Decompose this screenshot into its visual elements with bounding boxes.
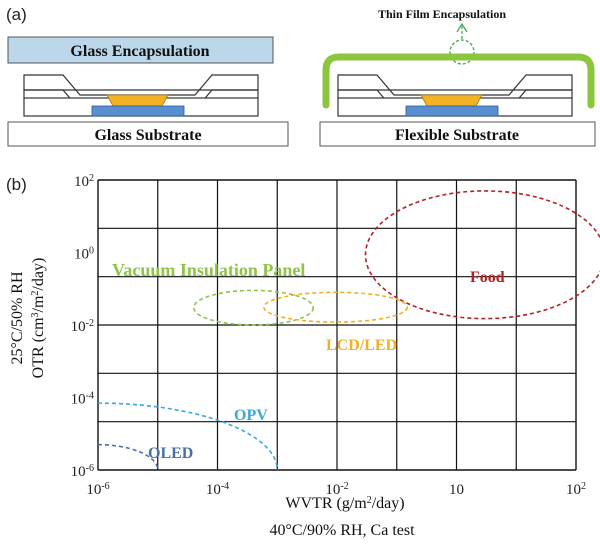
x-tick-label: 10-6 [86,481,109,499]
y-tick-label: 102 [74,173,94,191]
thin-film-encapsulation-layer [322,53,595,109]
upper-layer [23,74,259,96]
glass-encapsulation-label: Glass Encapsulation [70,43,209,60]
thin-film-encapsulation-label: Thin Film Encapsulation [378,7,506,21]
panel-b-label: (b) [6,175,27,194]
x-tick-label: 10-2 [325,481,348,499]
glass-encapsulation-layer [7,36,274,64]
x-tick-label: 10-4 [206,481,229,499]
active-layer-2 [420,94,483,107]
chart-grid [97,179,577,471]
panel-a-label: (a) [6,5,27,24]
x-tick-labels: 10-6 10-4 10-2 10 102 [86,481,586,499]
y-tick-labels: 102 100 10-2 10-4 10-6 [71,173,94,481]
glass-substrate-label: Glass Substrate [94,127,201,144]
panel-a: (a) Glass Encapsulation Glass Substrate … [6,5,596,147]
active-layer [106,94,169,107]
glass-substrate-layer [7,121,289,147]
lcd-led-region [263,291,409,323]
y-tick-label: 100 [74,245,94,263]
upper-layer-2 [337,74,573,96]
electrode-layer-2 [405,105,499,117]
vip-region [192,289,315,326]
x-axis-sublabel: 40°C/90% RH, Ca test [269,522,415,539]
vip-label: Vacuum Insulation Panel [112,260,305,280]
x-axis-label: WVTR (g/m2/day) [285,495,404,513]
opv-region [97,402,279,471]
flexible-device-diagram: Thin Film Encapsulation Flexible Substra… [319,7,596,147]
panel-b: (b) Vacuum Insulation Panel Food LCD/LED OP… [6,173,600,539]
opv-label: OPV [234,407,268,424]
callout-arrow-icon [456,22,468,33]
y-axis-sublabel: 25°C/50% RH [9,271,26,365]
oled-region [97,443,159,471]
y-axis-label: OTR (cm3/m2/day) [30,258,48,379]
flexible-substrate-label: Flexible Substrate [395,127,519,144]
glass-device-diagram: Glass Encapsulation Glass Substrate [7,36,289,147]
lcd-led-label: LCD/LED [326,337,397,354]
food-region [364,190,600,320]
x-tick-label: 102 [566,481,586,499]
food-label: Food [470,269,505,286]
callout-circle [449,39,475,65]
flexible-substrate-layer [319,121,596,147]
chart-regions: Vacuum Insulation Panel Food LCD/LED OPV OLE… [97,190,600,471]
oled-label: OLED [148,445,193,462]
x-tick-label: 10 [449,482,464,498]
y-tick-label: 10-2 [71,318,94,336]
electrode-layer [91,105,185,117]
y-tick-label: 10-4 [71,390,94,408]
y-tick-label: 10-6 [71,463,94,481]
